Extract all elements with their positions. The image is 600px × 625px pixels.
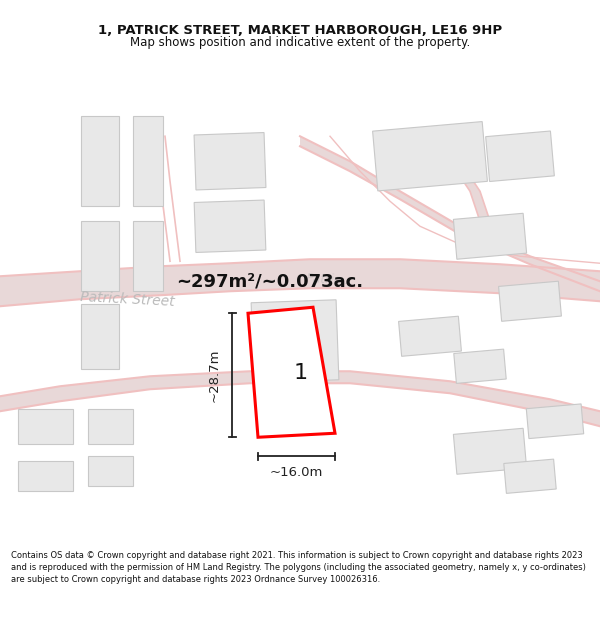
Polygon shape: [420, 136, 490, 221]
Polygon shape: [373, 122, 487, 191]
Polygon shape: [81, 304, 119, 369]
Text: Map shows position and indicative extent of the property.: Map shows position and indicative extent…: [130, 36, 470, 49]
Text: Patric...: Patric...: [306, 271, 354, 287]
Polygon shape: [81, 221, 119, 291]
Text: ~28.7m: ~28.7m: [208, 349, 221, 402]
Text: 1, PATRICK STREET, MARKET HARBOROUGH, LE16 9HP: 1, PATRICK STREET, MARKET HARBOROUGH, LE…: [98, 24, 502, 37]
Polygon shape: [194, 132, 266, 190]
Polygon shape: [133, 221, 163, 291]
Text: 1: 1: [293, 362, 308, 382]
Text: Contains OS data © Crown copyright and database right 2021. This information is : Contains OS data © Crown copyright and d…: [11, 551, 586, 584]
Polygon shape: [300, 136, 600, 291]
Polygon shape: [194, 200, 266, 252]
Polygon shape: [454, 213, 527, 259]
Polygon shape: [504, 459, 556, 493]
Polygon shape: [526, 404, 584, 439]
Polygon shape: [499, 281, 562, 321]
Polygon shape: [398, 316, 461, 356]
Text: ~297m²/~0.073ac.: ~297m²/~0.073ac.: [176, 272, 364, 290]
Polygon shape: [0, 259, 600, 306]
Polygon shape: [88, 456, 133, 486]
Polygon shape: [17, 409, 73, 444]
Polygon shape: [133, 116, 163, 206]
Polygon shape: [454, 349, 506, 383]
Polygon shape: [0, 371, 600, 426]
Text: Patrick Street: Patrick Street: [80, 290, 175, 309]
Polygon shape: [251, 300, 339, 382]
Text: ~16.0m: ~16.0m: [270, 466, 323, 479]
Polygon shape: [88, 409, 133, 444]
Polygon shape: [454, 428, 527, 474]
Polygon shape: [81, 116, 119, 206]
Polygon shape: [17, 461, 73, 491]
Polygon shape: [248, 308, 335, 438]
Polygon shape: [485, 131, 554, 181]
